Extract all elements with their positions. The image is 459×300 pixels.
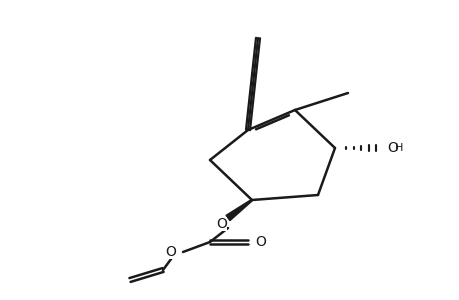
Text: O: O — [254, 235, 265, 249]
Text: H: H — [394, 143, 403, 153]
Text: O: O — [216, 217, 227, 231]
Text: O: O — [386, 141, 397, 155]
Polygon shape — [225, 200, 252, 220]
Text: O: O — [165, 245, 176, 259]
